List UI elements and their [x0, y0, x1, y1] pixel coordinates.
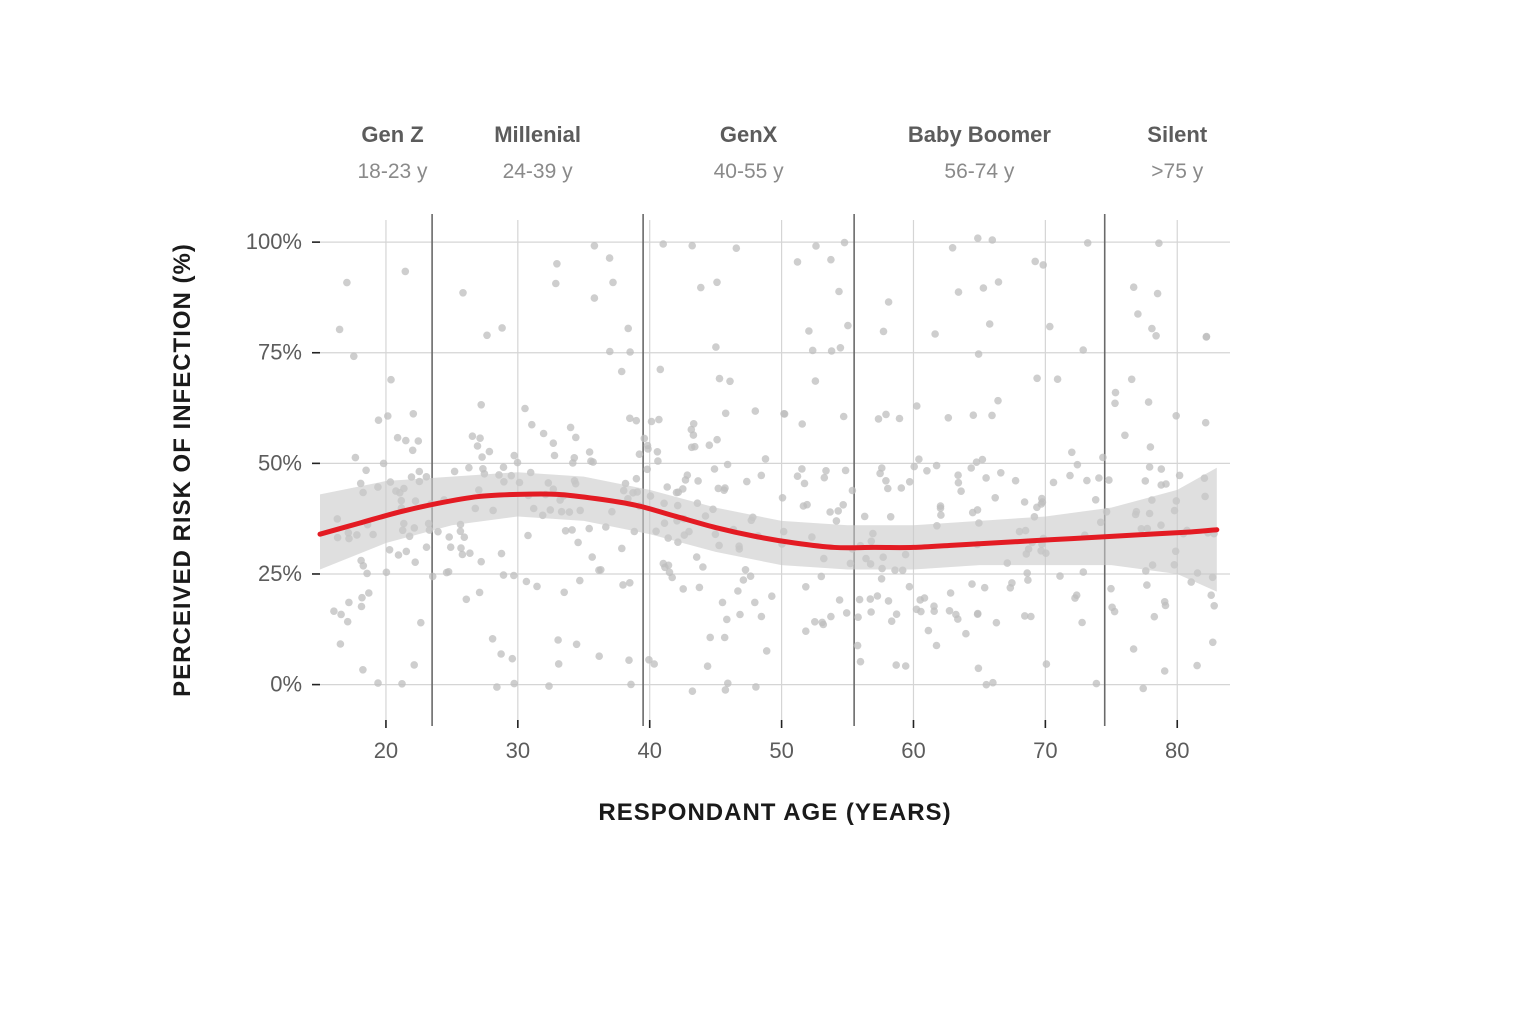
y-tick-label: 25%	[258, 561, 302, 586]
generation-range: 24-39 y	[503, 160, 574, 183]
generation-label: Baby Boomer	[908, 122, 1051, 147]
x-tick-label: 70	[1033, 738, 1057, 763]
x-tick-label: 30	[506, 738, 530, 763]
chart-container: 20 30 40 50 60 70 80 0% 25% 50% 75% 100% Gen Z 18-23 …	[0, 0, 1536, 1015]
y-tick-label: 100%	[246, 229, 302, 254]
generation-label: GenX	[720, 122, 778, 147]
y-axis-title: PERCEIVED RISK OF INFECTION (%)	[169, 243, 196, 697]
y-tick-label: 0%	[270, 672, 302, 697]
generation-range: 18-23 y	[358, 160, 429, 183]
y-tick-label: 75%	[258, 340, 302, 365]
generation-label: Silent	[1147, 122, 1208, 147]
y-tick-label: 50%	[258, 450, 302, 475]
x-tick-label: 80	[1165, 738, 1189, 763]
generation-range: 56-74 y	[944, 160, 1015, 183]
generation-label: Gen Z	[361, 122, 423, 147]
x-tick-label: 50	[769, 738, 793, 763]
x-tick-label: 20	[374, 738, 398, 763]
scatter-smooth-chart: 20 30 40 50 60 70 80 0% 25% 50% 75% 100% Gen Z 18-23 …	[0, 0, 1536, 1015]
generation-range: 40-55 y	[714, 160, 785, 183]
x-tick-label: 40	[637, 738, 661, 763]
generation-label: Millenial	[494, 122, 581, 147]
x-axis-title: RESPONDANT AGE (YEARS)	[598, 799, 951, 826]
x-tick-label: 60	[901, 738, 925, 763]
generation-range: >75 y	[1151, 160, 1203, 183]
